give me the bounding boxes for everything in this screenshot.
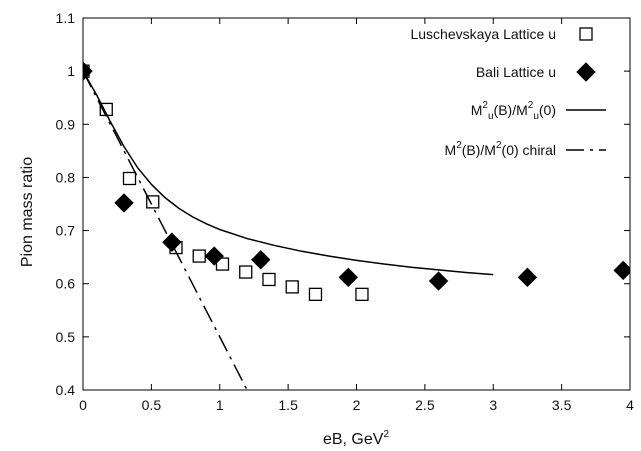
series-0 bbox=[83, 64, 369, 301]
legend-label-part: (0) bbox=[539, 102, 556, 118]
legend-marker-diamond bbox=[576, 62, 596, 82]
y-axis-label: Pion mass ratio bbox=[19, 157, 36, 267]
legend-label-part: 2 bbox=[482, 100, 488, 111]
y-tick-label: 0.6 bbox=[56, 276, 76, 292]
legend-label-part: (B)/M bbox=[462, 142, 496, 158]
series-2 bbox=[83, 70, 494, 276]
y-tick-label: 0.5 bbox=[56, 329, 76, 345]
legend-label-2: M2u(B)/M2u(0) bbox=[471, 100, 556, 122]
legend-label-part: u bbox=[488, 111, 494, 122]
legend-label-part: 2 bbox=[496, 140, 502, 151]
data-point-diamond bbox=[517, 267, 538, 288]
data-point-square bbox=[215, 257, 230, 271]
x-axis-label-text: eB, GeV bbox=[323, 431, 384, 448]
legend-label-part: M bbox=[445, 142, 457, 158]
legend-label-part: u bbox=[533, 111, 539, 122]
legend-label-part: (B)/M bbox=[494, 102, 528, 118]
legend-label-part: (0) chiral bbox=[502, 142, 556, 158]
data-point-square bbox=[308, 287, 323, 301]
y-tick-label: 0.9 bbox=[56, 116, 76, 132]
y-tick-label: 1.1 bbox=[56, 10, 76, 26]
legend-label-0: Luschevskaya Lattice u bbox=[410, 26, 556, 42]
y-tick-label: 0.4 bbox=[56, 382, 76, 398]
x-tick-label: 3.5 bbox=[552, 397, 572, 413]
data-point-diamond bbox=[204, 246, 224, 266]
y-tick-label: 0.8 bbox=[56, 169, 76, 185]
x-tick-label: 1.5 bbox=[278, 397, 298, 413]
legend-label-1: Bali Lattice u bbox=[476, 64, 556, 80]
legend-label-part: 2 bbox=[528, 100, 534, 111]
legend-label-part: M bbox=[471, 102, 483, 118]
data-point-square bbox=[192, 249, 206, 263]
x-axis-label: eB, GeV2 bbox=[323, 429, 389, 448]
data-point-diamond bbox=[114, 193, 134, 213]
legend-label-3: M2(B)/M2(0) chiral bbox=[445, 140, 556, 158]
x-axis-label-superscript: 2 bbox=[383, 429, 389, 440]
legend-label-part: 2 bbox=[456, 140, 462, 151]
series-1 bbox=[83, 61, 630, 291]
series-line-dashdot bbox=[83, 70, 248, 390]
data-point-diamond bbox=[251, 250, 271, 270]
y-tick-label: 1 bbox=[67, 63, 75, 79]
data-point-square bbox=[355, 287, 369, 301]
x-tick-label: 0 bbox=[79, 397, 87, 413]
x-tick-label: 1 bbox=[216, 397, 224, 413]
data-point-diamond bbox=[613, 260, 630, 281]
data-point-diamond bbox=[428, 271, 449, 291]
legend-marker-square bbox=[579, 27, 593, 41]
x-tick-label: 2 bbox=[353, 397, 361, 413]
series-3 bbox=[83, 70, 248, 390]
data-point-square bbox=[239, 265, 253, 279]
x-tick-label: 2.5 bbox=[415, 397, 435, 413]
data-point-square bbox=[122, 171, 137, 186]
data-point-diamond bbox=[162, 232, 182, 252]
data-point-square bbox=[262, 272, 276, 287]
y-tick-label: 0.7 bbox=[56, 223, 76, 239]
data-point-square bbox=[146, 195, 160, 209]
x-tick-label: 0.5 bbox=[142, 397, 162, 413]
data-point-diamond bbox=[338, 267, 359, 288]
series-line-solid bbox=[83, 70, 494, 276]
axes: 0 0.5 1 1.5 2 2.5 3 3.5 4 0.4 0.5 0.6 0.7 0.8 0.9 1 1.1 bbox=[56, 10, 635, 413]
x-tick-label: 4 bbox=[626, 397, 634, 413]
x-tick-label: 3 bbox=[489, 397, 497, 413]
series-layer bbox=[83, 61, 630, 390]
data-point-square bbox=[285, 280, 299, 294]
